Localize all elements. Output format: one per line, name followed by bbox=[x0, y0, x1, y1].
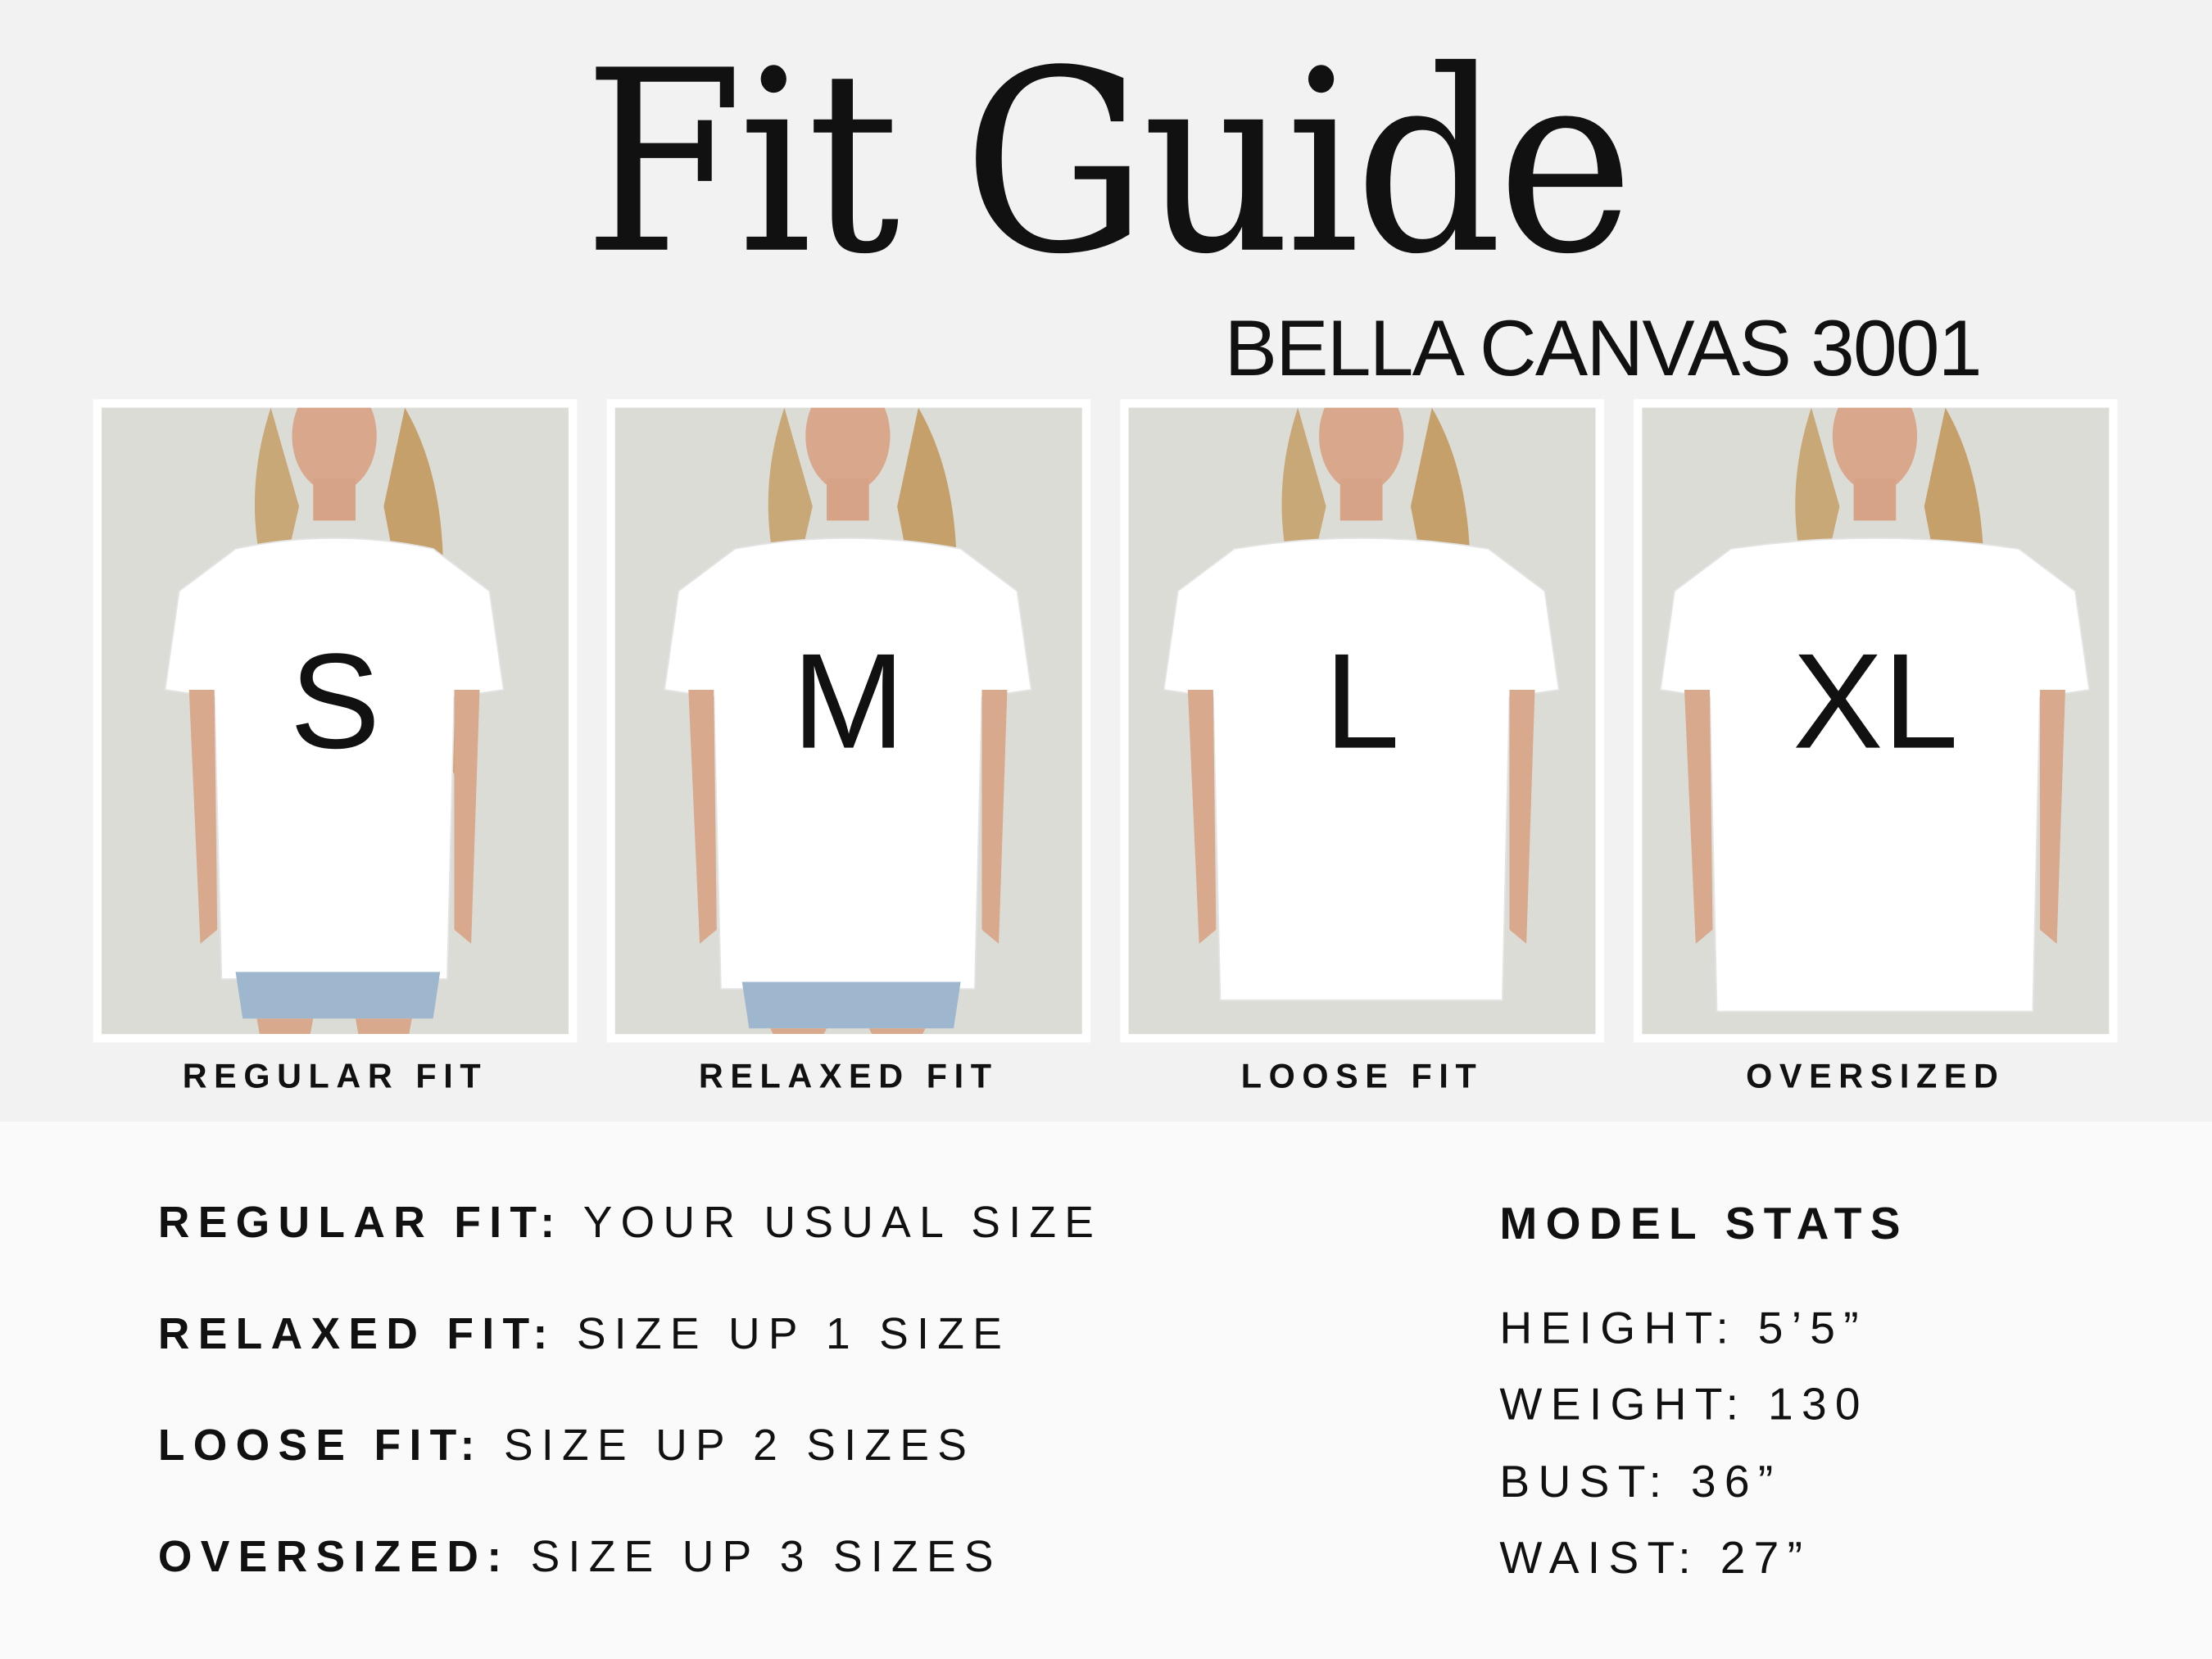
fit-photo-card: L bbox=[1120, 399, 1604, 1043]
fit-rule-name: LOOSE FIT: bbox=[157, 1420, 483, 1471]
page-title: Fit Guide bbox=[582, 16, 1634, 310]
product-name: BELLA CANVAS 3001 bbox=[1224, 303, 1983, 392]
fit-photo-card: M bbox=[606, 399, 1091, 1043]
fit-label: RELAXED FIT bbox=[698, 1058, 999, 1096]
model-photo bbox=[1128, 407, 1596, 1035]
model-illustration bbox=[164, 407, 505, 1035]
fit-label: LOOSE FIT bbox=[1240, 1058, 1484, 1096]
fit-label: OVERSIZED bbox=[1746, 1058, 2006, 1096]
fit-rule: LOOSE FIT: SIZE UP 2 SIZES bbox=[158, 1418, 975, 1475]
model-stat: WAIST: 27” bbox=[1499, 1532, 1811, 1584]
fit-rule-name: REGULAR FIT: bbox=[157, 1197, 564, 1248]
fit-rule-advice: SIZE UP 1 SIZE bbox=[576, 1308, 1011, 1359]
model-illustration bbox=[1163, 407, 1560, 1001]
size-letter: S bbox=[289, 626, 381, 777]
size-letter: M bbox=[791, 626, 905, 777]
fit-label: REGULAR FIT bbox=[182, 1058, 488, 1096]
fit-photo-card: XL bbox=[1634, 399, 2118, 1043]
size-letter: XL bbox=[1793, 626, 1959, 777]
fit-rule: RELAXED FIT: SIZE UP 1 SIZE bbox=[158, 1307, 1010, 1363]
fit-rule: REGULAR FIT: YOUR USUAL SIZE bbox=[158, 1194, 1102, 1251]
model-photo bbox=[1642, 407, 2110, 1035]
fit-photo-card: S bbox=[93, 399, 578, 1043]
model-stats-title: MODEL STATS bbox=[1499, 1197, 1909, 1249]
model-illustration bbox=[1659, 407, 2091, 1013]
model-photo bbox=[101, 407, 569, 1035]
fit-rule-advice: YOUR USUAL SIZE bbox=[582, 1197, 1103, 1248]
size-letter: L bbox=[1324, 626, 1400, 777]
model-stat: WEIGHT: 130 bbox=[1499, 1378, 1869, 1430]
model-illustration bbox=[664, 407, 1032, 1035]
model-stat: BUST: 36” bbox=[1499, 1456, 1782, 1507]
fit-info-panel bbox=[0, 1121, 2212, 1659]
model-stat: HEIGHT: 5’5” bbox=[1499, 1302, 1867, 1353]
fit-rule-advice: SIZE UP 3 SIZES bbox=[530, 1532, 1002, 1582]
fit-rule-advice: SIZE UP 2 SIZES bbox=[503, 1420, 976, 1471]
model-photo bbox=[614, 407, 1082, 1035]
fit-rule: OVERSIZED: SIZE UP 3 SIZES bbox=[158, 1530, 1002, 1586]
fit-rule-name: RELAXED FIT: bbox=[157, 1308, 556, 1359]
fit-rule-name: OVERSIZED: bbox=[157, 1532, 510, 1582]
